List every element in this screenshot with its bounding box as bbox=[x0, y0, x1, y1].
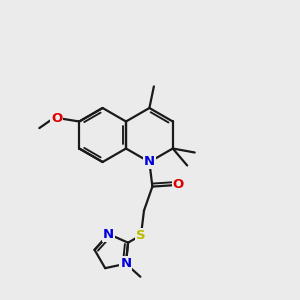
Text: N: N bbox=[120, 257, 131, 270]
Text: S: S bbox=[136, 229, 146, 242]
Text: N: N bbox=[103, 228, 114, 241]
Text: N: N bbox=[144, 155, 155, 169]
Text: O: O bbox=[173, 178, 184, 191]
Text: O: O bbox=[51, 112, 62, 125]
